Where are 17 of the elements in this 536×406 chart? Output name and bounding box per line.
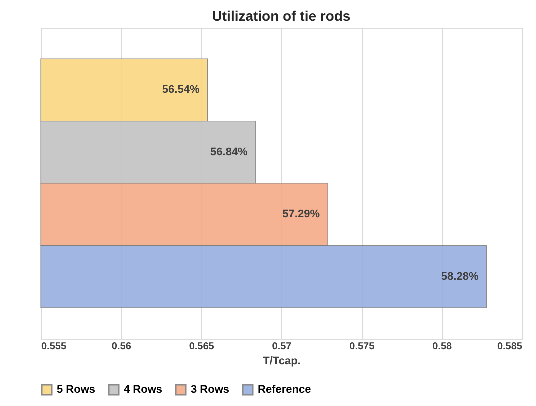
- data-label: 57.29%: [282, 208, 320, 221]
- x-tick-label: 0.575: [350, 342, 376, 352]
- data-label: 58.28%: [441, 270, 479, 283]
- chart-title: Utilization of tie rods: [212, 8, 351, 24]
- x-tick-label: 0.58: [432, 342, 452, 352]
- data-label: 56.54%: [162, 84, 200, 96]
- x-tick-label: 0.555: [42, 342, 67, 352]
- legend-label: 3 Rows: [191, 384, 230, 396]
- data-label: 56.84%: [210, 146, 248, 158]
- x-axis-title: T/Tcap.: [263, 356, 301, 368]
- legend-label: Reference: [258, 384, 312, 396]
- x-tick-label: 0.565: [189, 342, 215, 352]
- legend-label: 4 Rows: [124, 384, 163, 396]
- x-tick-label: 0.585: [497, 342, 523, 352]
- x-tick-label: 0.56: [112, 342, 132, 352]
- legend-label: 5 Rows: [57, 384, 96, 396]
- x-tick-label: 0.57: [272, 342, 292, 352]
